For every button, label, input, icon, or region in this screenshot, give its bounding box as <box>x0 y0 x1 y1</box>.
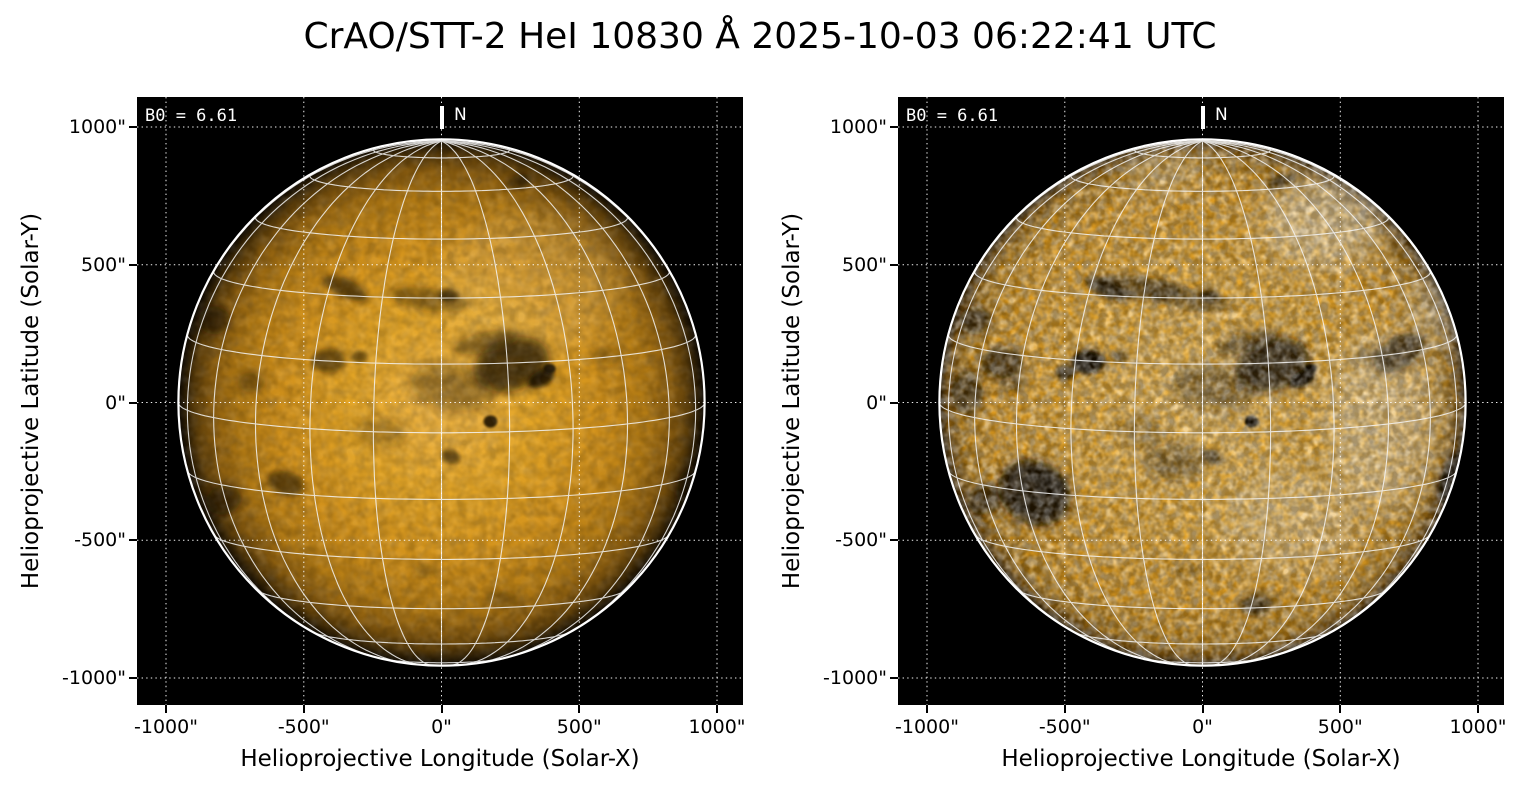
north-marker-tick <box>1201 106 1205 129</box>
y-axis-tick-label: 1000" <box>68 116 126 138</box>
x-axis-label-left: Helioprojective Longitude (Solar-X) <box>240 746 640 772</box>
y-axis-tick-label: 500" <box>841 253 887 276</box>
x-axis-tick-mark <box>926 705 928 713</box>
y-axis-tick-mark <box>129 401 137 404</box>
x-axis-tick-label: 0" <box>1192 716 1213 738</box>
x-axis-tick-label: -500" <box>1038 716 1091 738</box>
b0-annotation: B0 = 6.61 <box>906 106 999 126</box>
x-axis-tick-label: 0" <box>431 716 452 738</box>
x-axis-tick-mark <box>1063 705 1066 713</box>
x-axis-tick-mark <box>1339 705 1342 713</box>
solar-disk-image-normal <box>137 97 743 705</box>
y-axis-tick-mark <box>129 677 137 679</box>
b0-annotation: B0 = 6.61 <box>145 106 238 126</box>
solar-disk-image-enhanced <box>898 97 1504 705</box>
x-axis-tick-label: -500" <box>277 716 330 738</box>
x-axis-tick-label: 1000" <box>688 716 746 738</box>
x-axis-tick-mark <box>716 705 718 713</box>
x-axis-tick-mark <box>302 705 305 713</box>
helioprojective-dotted-grid <box>898 97 1504 705</box>
solar-map-panel-normal: B0 = 6.61 N <box>137 97 743 705</box>
x-axis-tick-label: 500" <box>556 716 602 738</box>
x-axis-tick-mark <box>165 705 167 713</box>
x-axis-tick-mark <box>440 705 443 713</box>
y-axis-tick-label: 0" <box>105 391 126 414</box>
north-marker-label: N <box>1215 105 1228 125</box>
y-axis-tick-label: 0" <box>866 391 887 414</box>
y-axis-tick-label: -500" <box>74 529 126 552</box>
y-axis-tick-label: -500" <box>835 529 887 552</box>
y-axis-tick-mark <box>129 126 137 128</box>
y-axis-tick-mark <box>890 539 898 542</box>
y-axis-tick-mark <box>890 677 898 679</box>
north-marker-label: N <box>454 105 467 125</box>
y-axis-tick-label: -1000" <box>823 667 887 689</box>
x-axis-label-right: Helioprojective Longitude (Solar-X) <box>1001 746 1401 772</box>
y-axis-tick-mark <box>890 401 898 404</box>
north-marker-tick <box>440 106 444 129</box>
y-axis-tick-mark <box>890 126 898 128</box>
y-axis-tick-label: 500" <box>80 253 126 276</box>
x-axis-tick-mark <box>578 705 581 713</box>
x-axis-tick-label: -1000" <box>895 716 959 738</box>
figure-title: CrAO/STT-2 HeI 10830 Å 2025-10-03 06:22:… <box>303 16 1217 57</box>
x-axis-tick-label: 500" <box>1317 716 1363 738</box>
x-axis-tick-mark <box>1201 705 1204 713</box>
x-axis-tick-label: -1000" <box>134 716 198 738</box>
y-axis-tick-mark <box>129 263 137 266</box>
y-axis-tick-mark <box>890 263 898 266</box>
y-axis-tick-mark <box>129 539 137 542</box>
helioprojective-dotted-grid <box>137 97 743 705</box>
y-axis-tick-label: 1000" <box>829 116 887 138</box>
y-axis-tick-label: -1000" <box>62 667 126 689</box>
x-axis-tick-label: 1000" <box>1449 716 1507 738</box>
solar-map-panel-enhanced: B0 = 6.61 N <box>898 97 1504 705</box>
x-axis-tick-mark <box>1477 705 1479 713</box>
